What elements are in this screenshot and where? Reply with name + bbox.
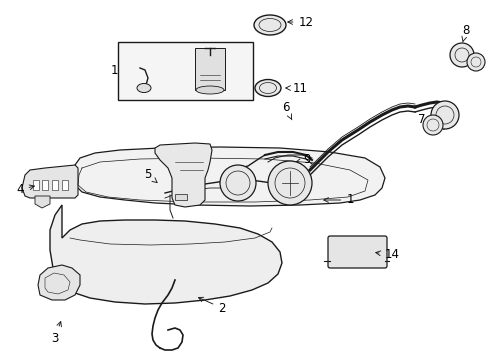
Text: 13: 13 [110, 63, 132, 77]
Ellipse shape [196, 86, 224, 94]
Text: 1: 1 [323, 193, 353, 207]
Circle shape [267, 161, 311, 205]
Text: 2: 2 [198, 297, 225, 315]
Text: 4: 4 [16, 184, 34, 197]
Bar [52, 180, 58, 190]
Text: 9: 9 [295, 153, 310, 166]
Polygon shape [74, 147, 384, 206]
Circle shape [430, 101, 458, 129]
Bar [62, 180, 68, 190]
Polygon shape [155, 143, 212, 207]
Polygon shape [22, 165, 78, 198]
Circle shape [220, 165, 256, 201]
Bar [118, 42, 252, 100]
Text: 5: 5 [144, 168, 157, 183]
Text: 12: 12 [287, 15, 313, 28]
Ellipse shape [137, 84, 151, 93]
Circle shape [449, 43, 473, 67]
FancyBboxPatch shape [327, 236, 386, 268]
Polygon shape [35, 196, 50, 208]
Bar [42, 180, 48, 190]
Text: 8: 8 [461, 23, 469, 42]
Text: 14: 14 [375, 248, 399, 261]
Polygon shape [50, 205, 282, 304]
Ellipse shape [254, 80, 281, 96]
Bar [33, 180, 39, 190]
Circle shape [466, 53, 484, 71]
Bar [195, 48, 224, 90]
Ellipse shape [253, 15, 285, 35]
Circle shape [422, 115, 442, 135]
Bar [175, 194, 186, 200]
Polygon shape [38, 265, 80, 300]
Text: 6: 6 [282, 102, 291, 120]
Text: 10: 10 [210, 58, 235, 72]
Text: 11: 11 [285, 81, 307, 94]
Text: 3: 3 [51, 321, 61, 345]
Text: 7: 7 [417, 113, 432, 126]
